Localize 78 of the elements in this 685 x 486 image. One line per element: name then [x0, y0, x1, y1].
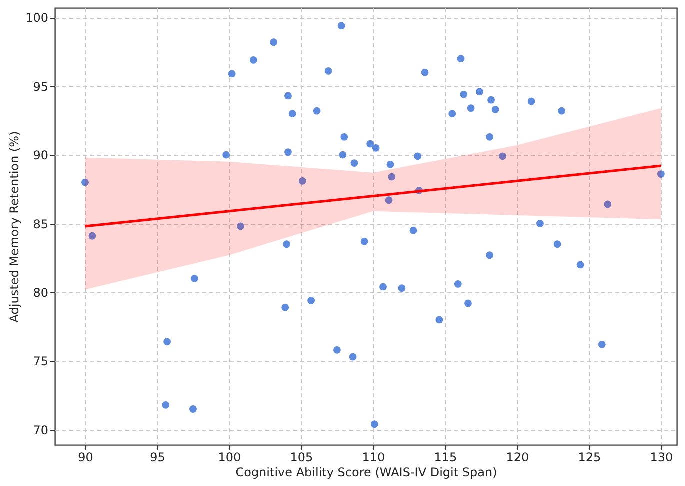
x-tick-label: 100 [218, 450, 242, 464]
point [283, 240, 291, 248]
point [410, 226, 418, 234]
point [488, 96, 495, 104]
point [370, 420, 378, 428]
point [536, 220, 544, 228]
point [388, 173, 396, 181]
x-tick-label: 115 [434, 450, 458, 464]
point [164, 338, 172, 346]
point [454, 280, 462, 288]
point [88, 232, 96, 240]
point [222, 151, 230, 159]
point [313, 107, 321, 115]
y-axis-title: Adjusted Memory Retention (%) [8, 131, 22, 323]
y-tick-label: 70 [33, 423, 48, 438]
point [604, 200, 612, 208]
point [339, 151, 347, 159]
point [284, 92, 292, 100]
point [350, 160, 358, 167]
y-tick-label: 75 [33, 354, 48, 369]
point [398, 284, 406, 292]
point [366, 140, 374, 148]
point [554, 240, 562, 248]
point [558, 107, 566, 115]
x-tick-label: 95 [150, 450, 166, 464]
point [499, 152, 506, 160]
x-tick-label: 125 [578, 450, 602, 464]
x-tick-label: 130 [650, 450, 674, 464]
x-tick-label: 120 [506, 450, 530, 464]
point [338, 22, 346, 30]
point [298, 177, 306, 185]
point [385, 196, 393, 204]
point [576, 261, 584, 269]
point [486, 133, 494, 141]
x-tick-label: 110 [362, 450, 386, 464]
point [372, 144, 380, 152]
point [349, 353, 357, 361]
point [464, 300, 472, 308]
y-tick-label: 100 [26, 11, 48, 26]
y-tick-label: 85 [33, 217, 48, 232]
point [436, 316, 444, 324]
point [324, 68, 332, 75]
point [270, 38, 278, 46]
point [448, 110, 456, 118]
point [467, 104, 475, 112]
point [360, 238, 368, 246]
point [237, 222, 244, 230]
point [162, 401, 170, 409]
point [657, 170, 665, 178]
point [460, 90, 468, 98]
point [308, 297, 315, 304]
point [250, 56, 258, 64]
point [414, 152, 422, 160]
x-tick-label: 105 [290, 450, 314, 464]
point [598, 340, 606, 348]
point [457, 55, 465, 63]
x-tick-label: 90 [78, 450, 94, 464]
point [282, 304, 290, 312]
point [228, 70, 236, 78]
point [421, 68, 429, 76]
point [340, 133, 348, 141]
point [486, 252, 494, 260]
y-tick-label: 80 [33, 286, 48, 300]
point [82, 178, 89, 186]
point [190, 406, 197, 413]
point [284, 148, 292, 156]
point [476, 88, 484, 96]
y-tick-label: 95 [33, 80, 48, 94]
x-axis-title: Cognitive Ability Score (WAIS-IV Digit Span) [236, 466, 498, 480]
point [380, 283, 387, 291]
point [333, 346, 341, 354]
point [386, 160, 394, 168]
point [190, 275, 198, 282]
point [288, 110, 296, 118]
y-tick-label: 90 [33, 148, 48, 163]
line-series [84, 164, 662, 228]
point [492, 106, 500, 114]
point [528, 98, 536, 106]
